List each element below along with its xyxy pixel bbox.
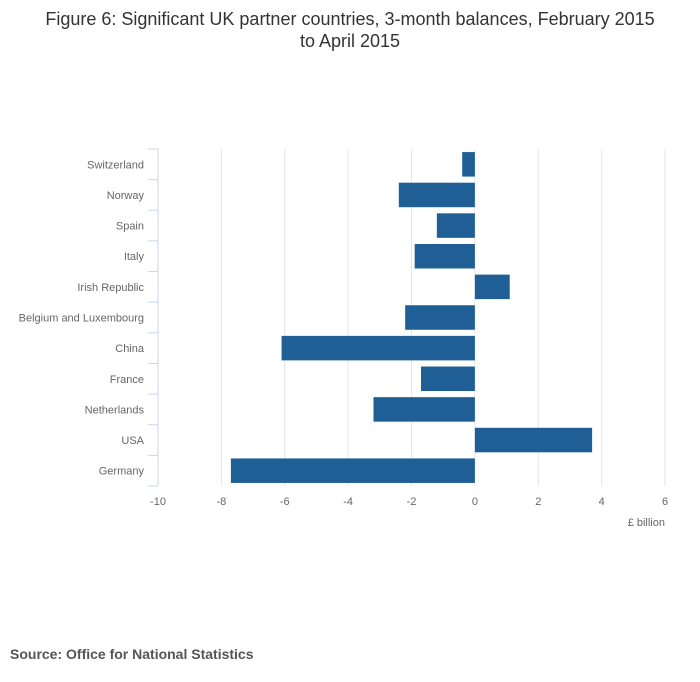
bar-netherlands[interactable]: [373, 397, 475, 422]
x-tick-label: 2: [535, 496, 541, 508]
category-label: Spain: [116, 221, 144, 233]
chart-title-line-2: to April 2015: [299, 31, 401, 51]
bar-germany[interactable]: [230, 458, 475, 483]
category-labels: Switzerland Norway Spain Italy Irish Republi…: [19, 159, 145, 477]
x-tick-label: -4: [343, 496, 353, 508]
bar-france[interactable]: [421, 366, 475, 392]
x-axis-label: £ billion: [628, 517, 665, 529]
category-label: Netherlands: [85, 404, 145, 416]
category-label: Switzerland: [87, 159, 144, 171]
gridlines: [220, 149, 666, 486]
bar-belgium-and-luxembourg[interactable]: [405, 305, 475, 330]
bar-norway[interactable]: [398, 182, 475, 208]
bar-china[interactable]: [281, 335, 475, 361]
x-tick-label: 4: [599, 496, 605, 508]
category-label: Irish Republic: [77, 282, 144, 294]
category-label: Belgium and Luxembourg: [19, 313, 144, 325]
category-label: Germany: [99, 466, 145, 478]
bar-switzerland[interactable]: [462, 152, 475, 177]
x-axis-tick-labels: -10 -8 -6 -4 -2 0 2 4 6: [150, 496, 668, 508]
x-tick-label: -8: [216, 496, 226, 508]
category-label: China: [115, 343, 145, 355]
bars: [230, 152, 593, 483]
category-label: Norway: [107, 190, 145, 202]
category-label: USA: [121, 435, 144, 447]
bar-spain[interactable]: [436, 213, 475, 238]
x-tick-label: -6: [280, 496, 290, 508]
x-tick-label: -2: [407, 496, 417, 508]
bar-usa[interactable]: [474, 427, 593, 453]
y-axis: [148, 148, 159, 487]
bar-italy[interactable]: [414, 243, 475, 269]
chart-title-line-1: Figure 6: Significant UK partner countri…: [45, 9, 655, 29]
source-note: Source: Office for National Statistics: [10, 646, 254, 662]
x-tick-label: 0: [472, 496, 478, 508]
category-label: France: [110, 374, 144, 386]
x-tick-label: 6: [662, 496, 668, 508]
x-tick-label: -10: [150, 496, 166, 508]
category-label: Italy: [124, 251, 145, 263]
bar-irish-republic[interactable]: [474, 274, 510, 300]
chart-title: Figure 6: Significant UK partner countri…: [0, 8, 700, 52]
